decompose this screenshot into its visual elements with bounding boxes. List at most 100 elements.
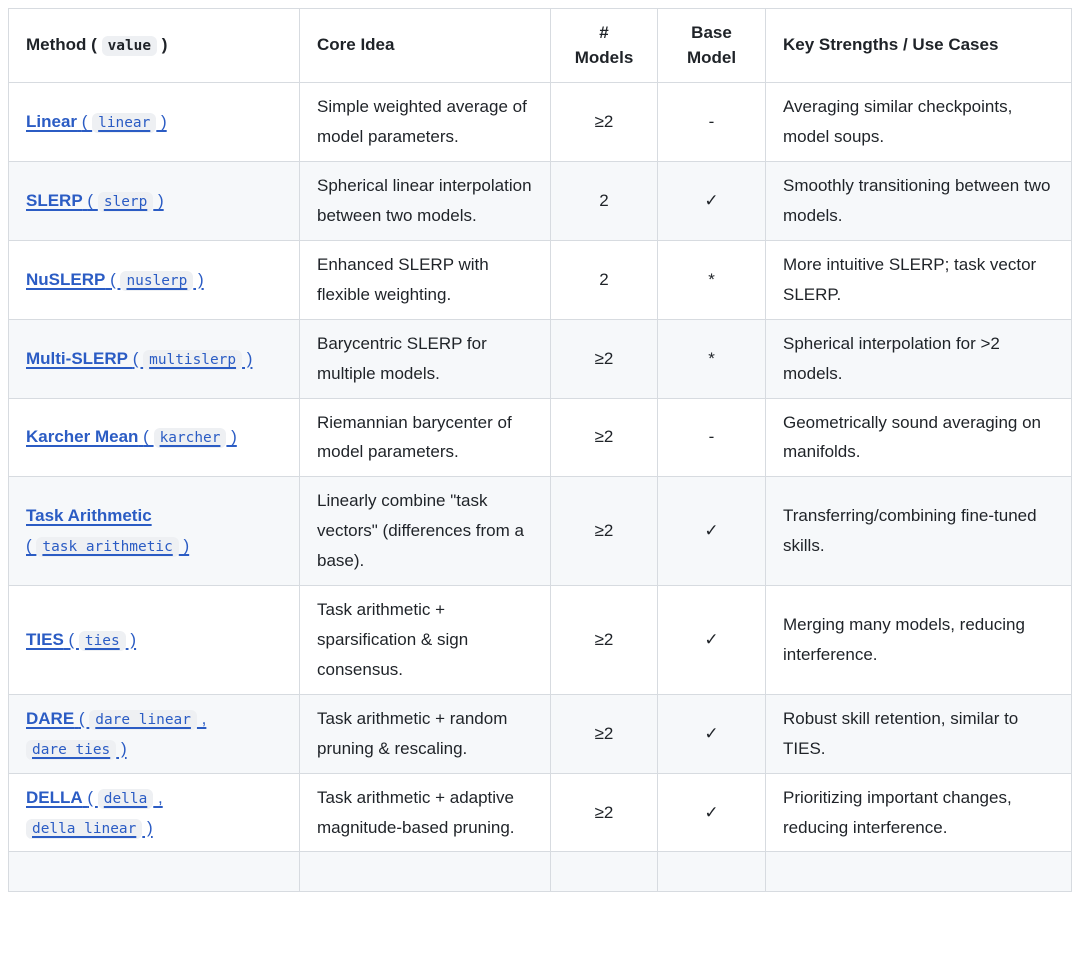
method-cell: SLERP ( slerp ): [8, 161, 300, 241]
method-link[interactable]: SLERP ( slerp ): [26, 191, 164, 213]
header-num-models: # Models: [550, 7, 658, 84]
method-cell: Task Arithmetic ( task_arithmetic ): [8, 476, 300, 587]
method-code-badge: della: [97, 788, 154, 809]
base-model-cell: ✓: [657, 772, 766, 853]
partial-next-row-body: [8, 851, 1072, 893]
table-row: DARE ( dare_linear , dare_ties ) Task ar…: [8, 693, 1072, 774]
base-model-cell: *: [657, 239, 766, 320]
num-models-cell: ≥2: [550, 82, 658, 163]
method-link[interactable]: Linear ( linear ): [26, 112, 167, 134]
partial-cell: [765, 851, 1072, 893]
partial-next-row: [8, 851, 1072, 893]
method-link[interactable]: Task Arithmetic ( task_arithmetic ): [26, 506, 190, 558]
method-code-group: ( task_arithmetic ): [26, 536, 190, 558]
partial-cell: [550, 851, 658, 893]
base-model-cell: *: [657, 318, 766, 399]
method-code-badge: dare_linear: [89, 709, 197, 730]
core-idea-cell: Task arithmetic + random pruning & resca…: [299, 693, 551, 774]
method-name: Task Arithmetic: [26, 506, 152, 526]
base-model-cell: -: [657, 82, 766, 163]
header-method: Method ( value ): [8, 7, 300, 84]
core-idea-cell: Spherical linear interpolation between t…: [299, 161, 551, 241]
key-strengths-cell: Averaging similar checkpoints, model sou…: [765, 82, 1072, 163]
table-row: Task Arithmetic ( task_arithmetic ) Line…: [8, 476, 1072, 587]
method-code-group: ( karcher ): [143, 427, 237, 449]
core-idea-cell: Barycentric SLERP for multiple models.: [299, 318, 551, 399]
page: Method ( value ) Core Idea # Models Base…: [8, 7, 1072, 893]
method-cell: TIES ( ties ): [8, 585, 300, 695]
table-row: DELLA ( della , della_linear ) Task arit…: [8, 772, 1072, 853]
method-code-group: della_linear ): [26, 818, 153, 839]
method-cell: DELLA ( della , della_linear ): [8, 772, 300, 853]
method-code-badge: dare_ties: [26, 739, 117, 760]
core-idea-cell: Task arithmetic + sparsification & sign …: [299, 585, 551, 695]
method-code-group: ( ties ): [68, 629, 137, 651]
core-idea-cell: Task arithmetic + adaptive magnitude-bas…: [299, 772, 551, 853]
key-strengths-cell: More intuitive SLERP; task vector SLERP.: [765, 239, 1072, 320]
method-name: Multi-SLERP: [26, 348, 128, 368]
header-method-code-group: ( value ): [91, 35, 168, 57]
key-strengths-cell: Merging many models, reducing interferen…: [765, 585, 1072, 695]
method-link[interactable]: TIES ( ties ): [26, 629, 137, 651]
key-strengths-cell: Prioritizing important changes, reducing…: [765, 772, 1072, 853]
method-code-group: dare_ties ): [26, 739, 127, 760]
table-header: Method ( value ) Core Idea # Models Base…: [8, 7, 1072, 84]
num-models-cell: ≥2: [550, 397, 658, 478]
paren-open: (: [91, 35, 97, 55]
core-idea-cell: Simple weighted average of model paramet…: [299, 82, 551, 163]
num-models-cell: ≥2: [550, 772, 658, 853]
header-row: Method ( value ) Core Idea # Models Base…: [8, 7, 1072, 84]
method-code-group: ( slerp ): [87, 191, 164, 213]
base-model-cell: ✓: [657, 693, 766, 774]
num-models-cell: ≥2: [550, 476, 658, 587]
header-base-model: Base Model: [657, 7, 766, 84]
core-idea-cell: Enhanced SLERP with flexible weighting.: [299, 239, 551, 320]
num-models-cell: ≥2: [550, 585, 658, 695]
method-name: NuSLERP: [26, 269, 106, 289]
header-key-strengths: Key Strengths / Use Cases: [765, 7, 1072, 84]
num-models-cell: 2: [550, 161, 658, 241]
method-link[interactable]: Multi-SLERP ( multislerp ): [26, 348, 252, 370]
method-code-badge: task_arithmetic: [36, 537, 179, 558]
num-models-cell: ≥2: [550, 318, 658, 399]
base-model-cell: ✓: [657, 476, 766, 587]
method-cell: Linear ( linear ): [8, 82, 300, 163]
method-name: Linear: [26, 112, 78, 132]
method-link[interactable]: DELLA ( della , della_linear ): [26, 787, 163, 839]
key-strengths-cell: Transferring/combining fine-tuned skills…: [765, 476, 1072, 587]
header-core-idea: Core Idea: [299, 7, 551, 84]
table-row: Multi-SLERP ( multislerp ) Barycentric S…: [8, 318, 1072, 399]
method-name: DARE: [26, 708, 75, 728]
base-model-cell: ✓: [657, 585, 766, 695]
method-name: TIES: [26, 629, 64, 649]
partial-cell: [657, 851, 766, 893]
method-code-badge: linear: [92, 113, 157, 134]
method-code-badge: ties: [78, 630, 126, 651]
table-row: Karcher Mean ( karcher ) Riemannian bary…: [8, 397, 1072, 478]
method-name: SLERP: [26, 191, 83, 211]
key-strengths-cell: Geometrically sound averaging on manifol…: [765, 397, 1072, 478]
method-code-badge: nuslerp: [120, 270, 194, 291]
method-code-badge: slerp: [97, 192, 154, 213]
paren-close: ): [161, 35, 168, 55]
partial-cell: [8, 851, 300, 893]
key-strengths-cell: Robust skill retention, similar to TIES.: [765, 693, 1072, 774]
method-cell: Multi-SLERP ( multislerp ): [8, 318, 300, 399]
method-link[interactable]: NuSLERP ( nuslerp ): [26, 269, 204, 291]
method-name: DELLA: [26, 787, 83, 807]
table-row: SLERP ( slerp ) Spherical linear interpo…: [8, 161, 1072, 241]
method-code-badge: della_linear: [26, 818, 143, 839]
method-link[interactable]: DARE ( dare_linear , dare_ties ): [26, 708, 207, 760]
method-code-badge: karcher: [153, 428, 227, 449]
merge-methods-table: Method ( value ) Core Idea # Models Base…: [8, 7, 1072, 893]
num-models-cell: ≥2: [550, 693, 658, 774]
key-strengths-cell: Smoothly transitioning between two model…: [765, 161, 1072, 241]
core-idea-cell: Riemannian barycenter of model parameter…: [299, 397, 551, 478]
table-body: Linear ( linear ) Simple weighted averag…: [8, 82, 1072, 853]
base-model-cell: ✓: [657, 161, 766, 241]
method-code-badge: multislerp: [143, 349, 243, 370]
num-models-cell: 2: [550, 239, 658, 320]
method-code-group: ( della: [87, 788, 154, 809]
method-link[interactable]: Karcher Mean ( karcher ): [26, 427, 237, 449]
method-name: Karcher Mean: [26, 427, 139, 447]
